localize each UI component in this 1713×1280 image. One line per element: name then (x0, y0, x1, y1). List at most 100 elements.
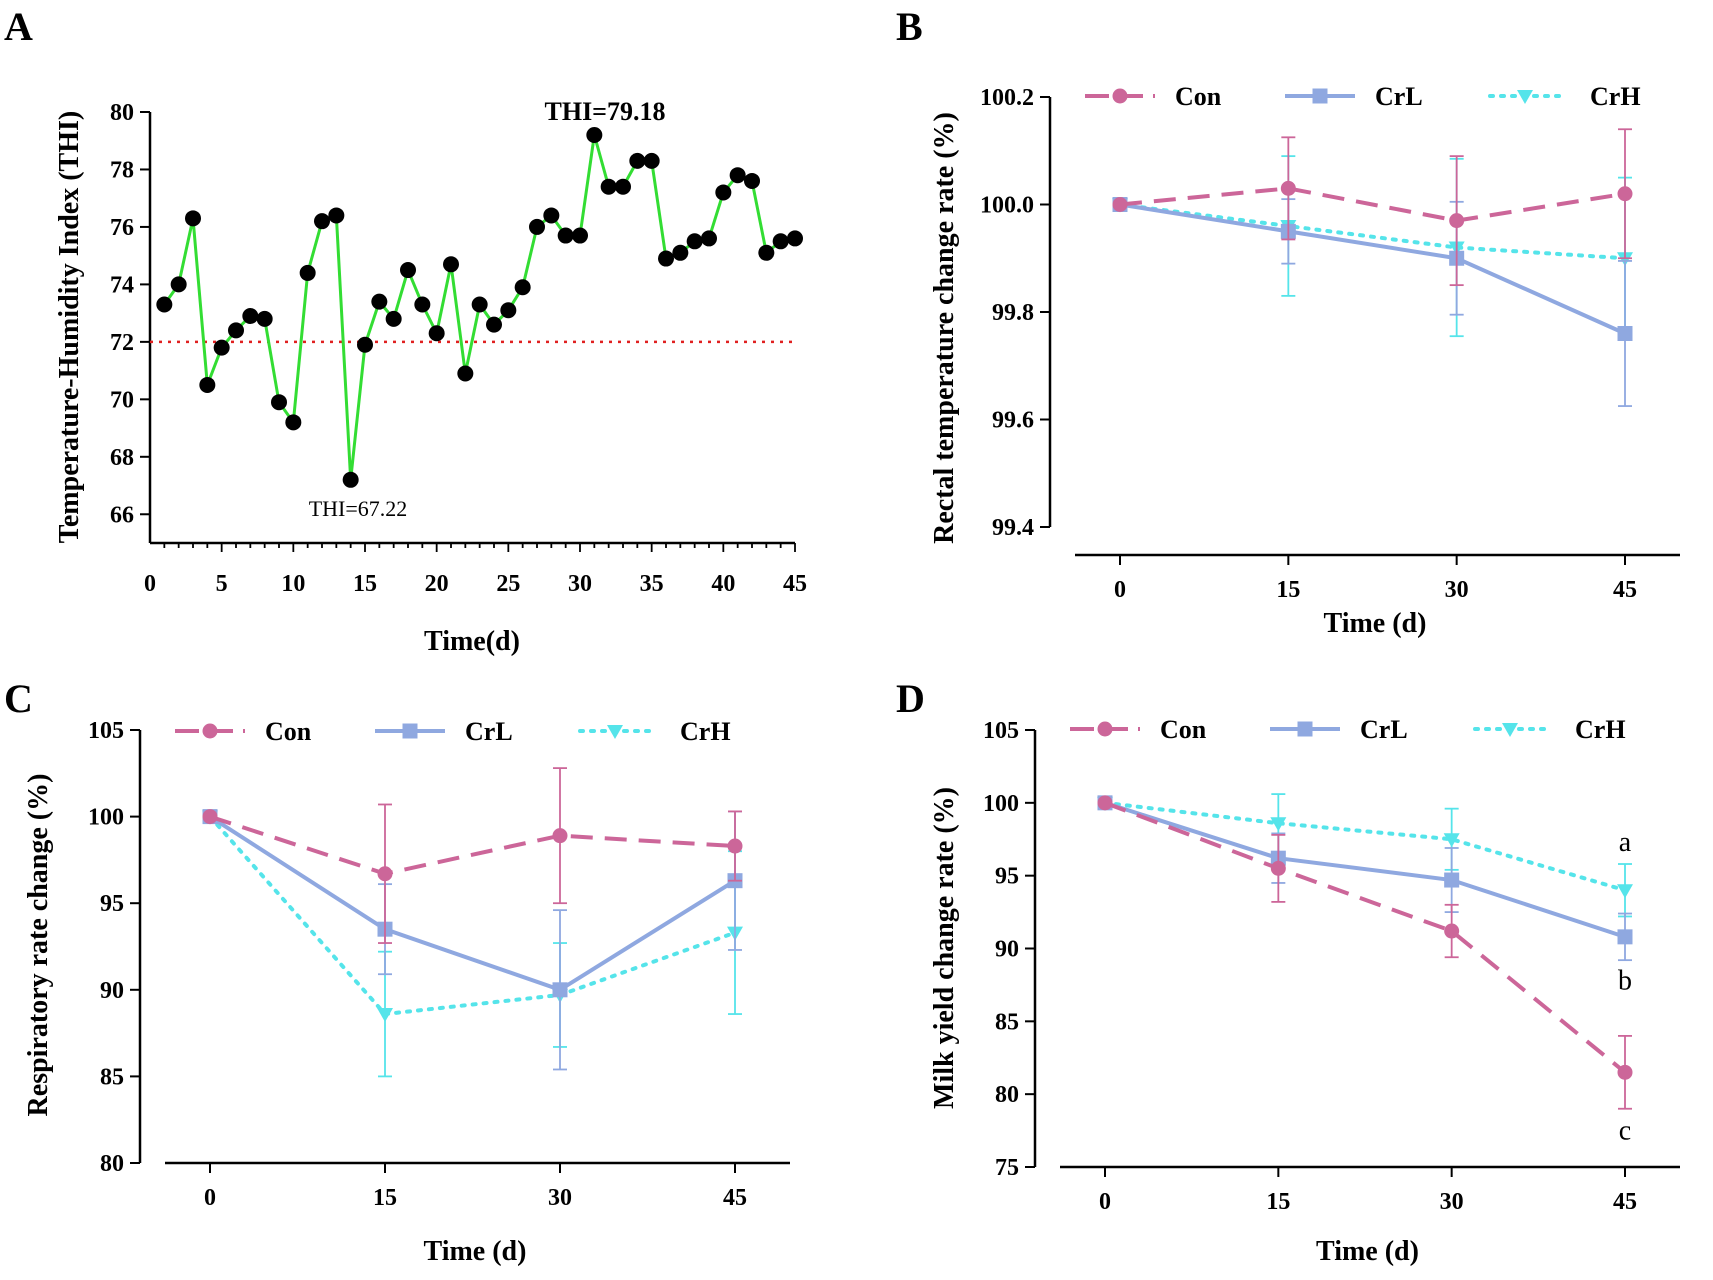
series-line (209, 814, 736, 876)
series-line (208, 814, 737, 1017)
x-tick-label: 45 (723, 1185, 747, 1211)
legend-marker (1112, 88, 1128, 104)
data-point (1280, 180, 1296, 196)
thi-point (744, 172, 760, 189)
x-tick-label: 10 (281, 571, 305, 597)
x-tick-label: 0 (1099, 1189, 1111, 1215)
y-tick-label: 95 (995, 864, 1019, 890)
thi-point (529, 218, 545, 235)
y-tick-label: 80 (995, 1082, 1019, 1108)
x-axis-label: Time (d) (1324, 608, 1427, 639)
legend-label: CrH (680, 717, 731, 746)
x-tick-label: 40 (711, 571, 735, 597)
thi-point (572, 227, 588, 244)
thi-point (586, 126, 603, 143)
thi-point (500, 302, 517, 319)
thi-point (543, 207, 560, 224)
thi-point (428, 325, 445, 342)
thi-point (271, 394, 287, 411)
y-tick-label: 100 (983, 791, 1019, 817)
significance-letter: c (1619, 1116, 1631, 1147)
legend-item-crh: CrH (1488, 82, 1641, 111)
y-tick-label: 99.8 (992, 300, 1034, 326)
y-tick-label: 99.6 (992, 408, 1034, 434)
annotation-max: THI=79.18 (545, 97, 666, 126)
annotation-min: THI=67.22 (309, 496, 408, 521)
series-con (1097, 795, 1633, 1110)
y-tick-label: 95 (100, 891, 124, 917)
legend-marker (1517, 90, 1533, 104)
y-tick-label: 66 (110, 502, 134, 528)
y-tick-label: 105 (88, 718, 124, 744)
thi-point (443, 256, 459, 273)
x-tick-label: 15 (353, 571, 377, 597)
panel-a: A 66 68 70 72 74 76 78 80 0 5 10 15 20 25 30 35 40 45 Time(… (4, 4, 807, 657)
x-tick-label: 0 (204, 1185, 216, 1211)
x-tick-label: 25 (496, 571, 520, 597)
x-tick-label: 30 (1445, 577, 1469, 603)
y-tick-label: 85 (995, 1009, 1019, 1035)
thi-point (314, 213, 330, 230)
y-tick-label: 78 (110, 157, 134, 183)
series-line (1119, 202, 1626, 336)
panel-d: D 75 80 85 90 95 100 105 0 15 30 45 Time (d) Milk yie… (896, 676, 1680, 1267)
y-tick-label: 72 (110, 330, 134, 356)
thi-point (787, 230, 803, 247)
legend-item-con: Con (175, 717, 312, 746)
legend-item-con: Con (1085, 82, 1222, 111)
thi-point (729, 167, 746, 184)
series-line (208, 814, 737, 993)
series-line (1104, 800, 1626, 939)
data-point (1443, 833, 1460, 848)
x-tick-label: 30 (1440, 1189, 1464, 1215)
legend-marker (1297, 721, 1313, 737)
legend-label: CrH (1575, 715, 1626, 744)
y-tick-label: 70 (110, 387, 134, 413)
y-tick-label: 85 (100, 1064, 124, 1090)
legend-label: CrH (1590, 82, 1641, 111)
legend-label: Con (1160, 715, 1207, 744)
thi-point (256, 310, 273, 327)
x-tick-label: 45 (1613, 1189, 1637, 1215)
data-point (1449, 213, 1465, 229)
series-crh (1112, 155, 1633, 340)
x-tick-label: 45 (783, 571, 807, 597)
thi-point (471, 296, 488, 313)
y-axis-label: Rectal temperature change rate (%) (929, 112, 960, 544)
y-tick-label: 76 (110, 215, 134, 241)
series-line (1118, 202, 1627, 261)
thi-point (185, 210, 201, 227)
x-tick-label: 35 (640, 571, 664, 597)
thi-point (557, 227, 574, 244)
y-tick-label: 90 (995, 937, 1019, 963)
legend-marker (607, 725, 623, 739)
legend-label: CrL (1375, 82, 1423, 111)
thi-point (643, 152, 660, 169)
x-tick-label: 15 (373, 1185, 397, 1211)
x-tick-label: 15 (1266, 1189, 1290, 1215)
y-axis-label: Temperature-Humidity Index (THI) (54, 111, 85, 543)
series-crl (202, 809, 743, 1071)
data-point (727, 838, 743, 854)
thi-point (686, 233, 703, 250)
legend-label: CrL (1360, 715, 1408, 744)
y-tick-label: 75 (995, 1155, 1019, 1181)
x-axis-label: Time (d) (1316, 1236, 1419, 1267)
legend-marker (1502, 723, 1518, 737)
x-axis-label: Time (d) (424, 1236, 527, 1267)
panel-c: C 80 85 90 95 100 105 0 15 30 45 Time (d) Respirator… (4, 676, 790, 1267)
thi-point (658, 250, 674, 267)
y-tick-label: 90 (100, 978, 124, 1004)
data-point (1097, 795, 1113, 811)
thi-point (715, 184, 732, 201)
x-axis-label: Time(d) (424, 626, 520, 657)
series-line (1103, 800, 1627, 893)
y-tick-label: 100 (88, 805, 124, 831)
y-tick-label: 99.4 (992, 515, 1034, 541)
thi-point (514, 279, 531, 296)
data-point (1617, 929, 1633, 945)
thi-point (486, 316, 502, 333)
significance-letter: b (1618, 966, 1632, 997)
thi-point (414, 296, 431, 313)
x-tick-label: 30 (568, 571, 592, 597)
